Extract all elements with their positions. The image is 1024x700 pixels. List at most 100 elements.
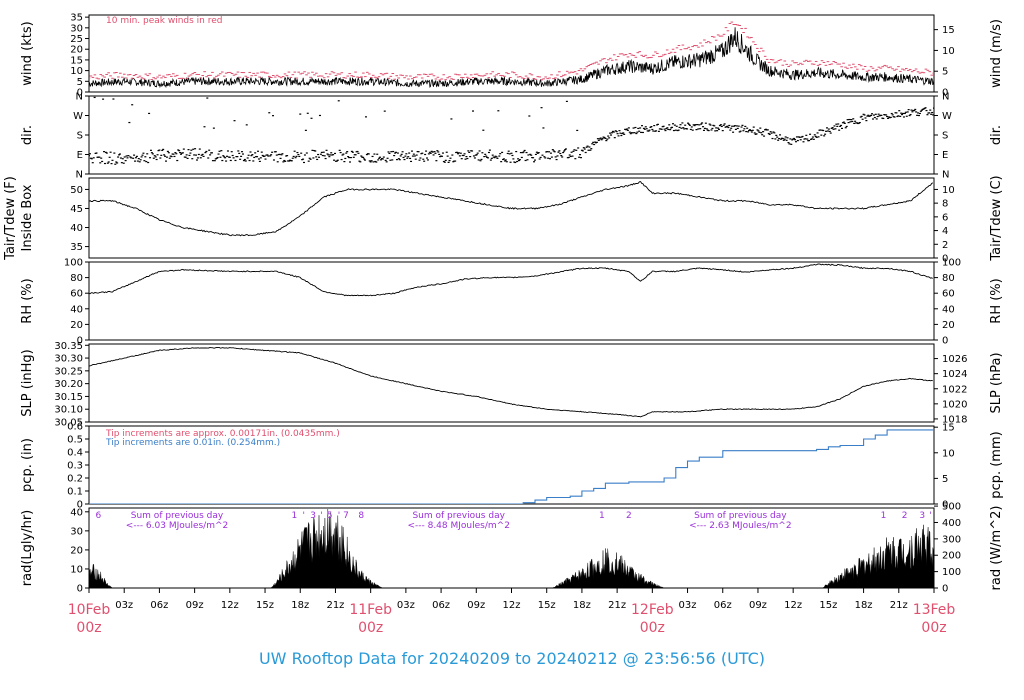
ytick-left-label: 45 (70, 204, 83, 215)
panel-slp-frame (88, 343, 935, 423)
ytick-right-label: 10 (942, 185, 955, 196)
xtick-label: 15z (538, 600, 556, 611)
ytick-left-label: 10 (70, 564, 83, 575)
panel-wind-frame (88, 14, 935, 93)
panel-slp-data (89, 347, 933, 418)
ytick-left-label: 20 (70, 545, 83, 556)
ytick-right-label: S (942, 131, 948, 142)
ytick-right-label: 100 (942, 258, 961, 269)
xtick-label: 09z (186, 600, 204, 611)
precip-annotation-1: Tip increments are approx. 0.00171in. (0… (105, 429, 340, 439)
xtick-label: 12z (221, 600, 239, 611)
ytick-right-label: 100 (942, 567, 961, 578)
xtick-day-label: 13Feb (913, 602, 956, 618)
x-axis: 10Feb 00z 03z 06z 09z 12z 15z 18z 21z 11Feb 00z 03z… (68, 588, 956, 636)
ytick-right-label: 80 (942, 273, 955, 284)
ylabel-left: SLP (inHg) (20, 349, 35, 417)
peak-wind-marks (89, 21, 934, 81)
wind-annotation: 10 min. peak winds in red (106, 16, 223, 26)
xtick-day-label: 11Feb (349, 602, 392, 618)
panel-dir-data (89, 96, 934, 165)
panel-rh: 0 20 40 60 80 100 0 20 40 60 80 100 RH (%) RH (%) (20, 258, 1004, 347)
xtick-label: 03z (397, 600, 415, 611)
ytick-left-label: 25 (70, 34, 83, 45)
ytick-left-label: 0.5 (67, 435, 83, 446)
ytick-left-label: 30.15 (54, 392, 83, 403)
ylabel-left: RH (%) (20, 278, 35, 323)
xtick-label: 12z (784, 600, 802, 611)
direction-marks (89, 96, 934, 165)
ytick-left-label: 0 (77, 584, 83, 595)
xtick-label: 06z (714, 600, 732, 611)
ytick-right-label: 20 (942, 320, 955, 331)
ytick-left-label: 10 (70, 66, 83, 77)
rad-hour-mark: 3 (310, 511, 316, 521)
rh-series-line (89, 263, 933, 297)
slp-series-line (89, 347, 933, 418)
ytick-right-label: 1018 (942, 414, 967, 425)
precip-annotation-2: Tip increments are 0.01in. (0.254mm.) (105, 438, 280, 448)
ylabel-left: Tair/Tdew (F) (3, 176, 18, 261)
ytick-right-label: 300 (942, 534, 961, 545)
ylabel-right: SLP (hPa) (989, 352, 1004, 413)
xtick-label: 09z (467, 600, 485, 611)
ytick-left-label: 20 (70, 45, 83, 56)
rad-hour-mark: 1 (292, 511, 298, 521)
ytick-left-label: 0 (77, 336, 83, 347)
ytick-right-label: 4 (942, 226, 948, 237)
xtick-label: 06z (432, 600, 450, 611)
xtick-label: 06z (150, 600, 168, 611)
xtick-label: 09z (749, 600, 767, 611)
ytick-left-label: 0 (77, 500, 83, 511)
ytick-left-label: W (73, 111, 83, 122)
ytick-right-label: 6 (942, 212, 948, 223)
rad-hour-mark: 5 (327, 511, 333, 521)
ytick-right-label: 500 (942, 502, 961, 513)
ytick-left-label: S (77, 131, 83, 142)
ytick-right-label: N (942, 92, 949, 103)
ytick-right-label: 0 (942, 500, 948, 511)
ytick-right-label: 0 (942, 254, 948, 265)
ytick-left-label: 40 (70, 507, 83, 518)
ytick-left-label: 80 (70, 273, 83, 284)
ytick-right-label: 2 (942, 240, 948, 251)
rad-day-note-1: Sum of previous day (131, 511, 224, 521)
rad-hour-mark: 2 (902, 511, 908, 521)
ytick-left-label: 0 (77, 88, 83, 99)
xtick-day-sublabel: 00z (76, 620, 101, 636)
rad-hour-mark: 2 (626, 511, 632, 521)
rad-day-note-2: <--- 8.48 MJoules/m^2 (407, 521, 509, 531)
ylabel-left-2: Inside Box (20, 184, 35, 251)
xtick-label: 18z (573, 600, 591, 611)
ytick-left-label: 30.10 (54, 405, 83, 416)
ytick-right-label: 5 (942, 67, 948, 78)
panel-rh-frame (88, 261, 935, 341)
ylabel-left: rad(Lgly/hr) (20, 510, 35, 586)
ytick-left-label: 50 (70, 185, 83, 196)
ytick-left-label: 100 (64, 258, 83, 269)
ytick-left-label: 35 (70, 242, 83, 253)
ylabel-right: pcp. (mm) (989, 431, 1004, 498)
ylabel-right: wind (m/s) (989, 19, 1004, 88)
rad-hour-mark: 7 (343, 511, 349, 521)
precip-series-line (89, 429, 934, 504)
rad-day-note-2: <--- 6.03 MJoules/m^2 (126, 521, 228, 531)
ytick-left-label: 35 (70, 13, 83, 24)
xtick-label: 03z (679, 600, 697, 611)
xtick-label: 15z (819, 600, 837, 611)
ytick-left-label: 0.2 (67, 474, 83, 485)
xtick-label: 03z (115, 600, 133, 611)
rad-hour-mark: 1 (881, 511, 887, 521)
panel-temp-data (89, 181, 934, 237)
xtick-day-sublabel: 00z (640, 620, 665, 636)
panel-pcp-data (89, 429, 934, 504)
xtick-label: 15z (256, 600, 274, 611)
ytick-right-label: 200 (942, 551, 961, 562)
rad-hour-mark: 3 (919, 511, 925, 521)
rad-hour-mark: ' (338, 511, 340, 521)
xtick-label: 18z (291, 600, 309, 611)
xtick-label: 18z (855, 600, 873, 611)
